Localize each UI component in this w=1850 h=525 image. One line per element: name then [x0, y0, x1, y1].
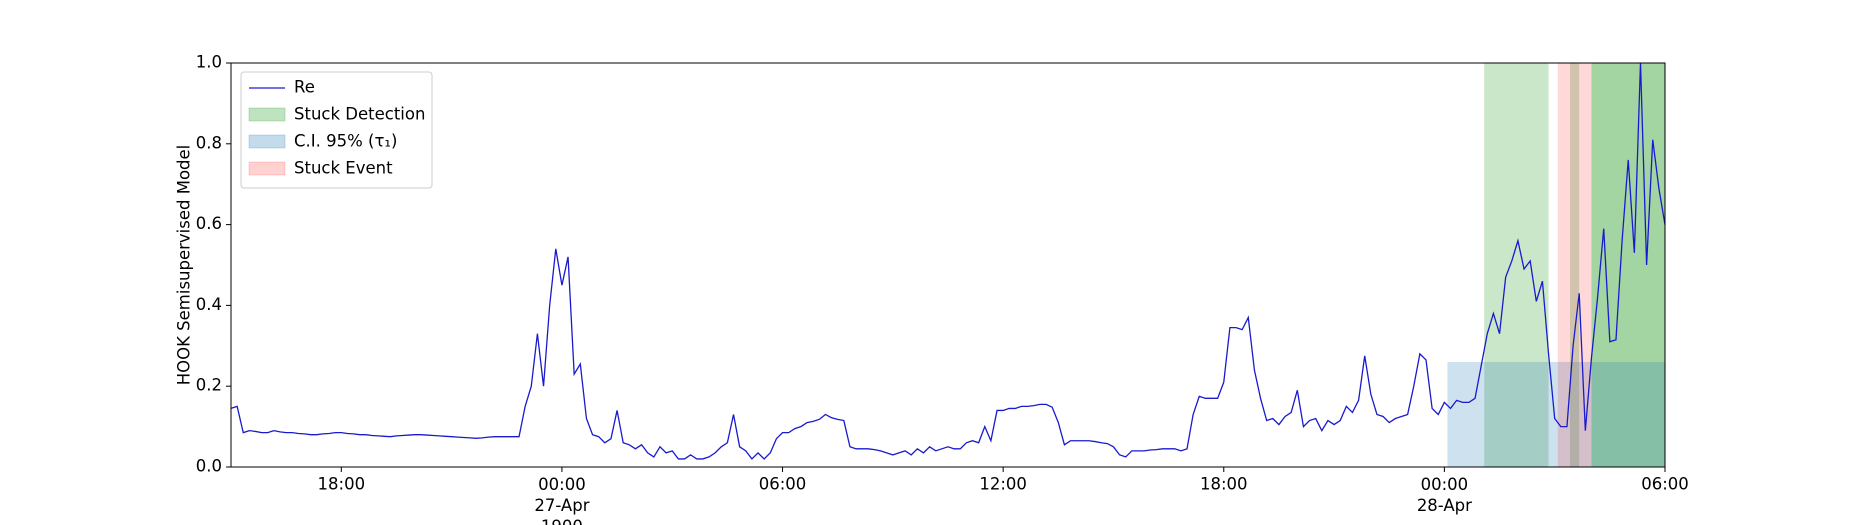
y-tick-label: 0.0: [196, 457, 222, 476]
plot-frame: [230, 62, 1666, 468]
x-tick-label: 18:00: [1200, 475, 1248, 494]
x-tick-label: 18:00: [318, 475, 366, 494]
y-tick-label: 0.4: [196, 295, 222, 314]
band: [1570, 63, 1580, 467]
x-tick-label: 00:00 28-Apr: [1417, 475, 1472, 515]
x-tick-label: 06:00: [1641, 475, 1689, 494]
band: [1484, 63, 1549, 467]
legend-label: Re: [294, 78, 315, 97]
legend-label: C.I. 95% (τ₁): [294, 132, 397, 151]
legend-patch: [248, 134, 286, 149]
y-tick-label: 0.2: [196, 376, 222, 395]
data-line: [230, 62, 1666, 460]
legend-patch: [248, 107, 286, 122]
y-tick-label: 0.8: [196, 133, 222, 152]
y-tick-label: 0.6: [196, 214, 222, 233]
legend-label: Stuck Detection: [294, 105, 425, 124]
legend-patch: [248, 161, 286, 176]
band: [1557, 63, 1592, 467]
legend-label: Stuck Event: [294, 159, 393, 178]
band: [1591, 63, 1665, 467]
x-tick-label: 12:00: [979, 475, 1027, 494]
y-tick-label: 1.0: [196, 53, 222, 72]
legend-box: [240, 71, 433, 189]
band: [1591, 63, 1665, 467]
band: [1447, 361, 1665, 467]
y-axis-label: HOOK Semisupervised Model: [175, 145, 194, 386]
x-tick-label: 06:00: [759, 475, 807, 494]
